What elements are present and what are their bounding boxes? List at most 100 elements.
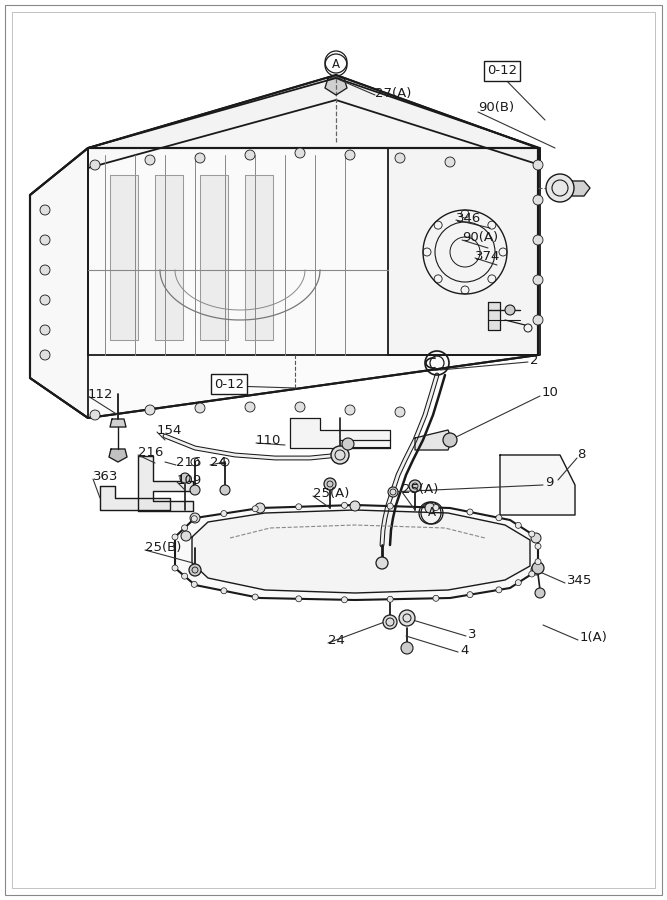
Circle shape xyxy=(342,502,348,508)
Circle shape xyxy=(252,594,258,600)
Circle shape xyxy=(90,410,100,420)
Circle shape xyxy=(295,148,305,158)
Circle shape xyxy=(40,350,50,360)
Circle shape xyxy=(433,505,439,510)
Circle shape xyxy=(40,205,50,215)
Circle shape xyxy=(195,403,205,413)
Text: 374: 374 xyxy=(475,249,500,263)
Circle shape xyxy=(533,160,543,170)
Circle shape xyxy=(324,478,336,490)
Polygon shape xyxy=(30,148,538,418)
Circle shape xyxy=(189,564,201,576)
Circle shape xyxy=(40,265,50,275)
Circle shape xyxy=(496,515,502,521)
Circle shape xyxy=(533,275,543,285)
Circle shape xyxy=(443,433,457,447)
Polygon shape xyxy=(325,78,347,95)
Polygon shape xyxy=(175,505,538,600)
Text: 216: 216 xyxy=(176,456,201,470)
Circle shape xyxy=(533,195,543,205)
Polygon shape xyxy=(200,175,228,340)
Circle shape xyxy=(531,565,541,575)
Text: 2: 2 xyxy=(530,354,538,366)
Text: A: A xyxy=(332,58,340,71)
Polygon shape xyxy=(500,455,575,515)
Circle shape xyxy=(195,153,205,163)
Circle shape xyxy=(535,588,545,598)
Circle shape xyxy=(433,595,439,601)
Circle shape xyxy=(40,295,50,305)
Circle shape xyxy=(529,571,535,577)
Polygon shape xyxy=(138,456,193,511)
Text: 154: 154 xyxy=(157,424,182,436)
Circle shape xyxy=(505,305,515,315)
Circle shape xyxy=(388,487,398,497)
Circle shape xyxy=(190,485,200,495)
Circle shape xyxy=(221,510,227,517)
Circle shape xyxy=(221,588,227,594)
Circle shape xyxy=(383,615,397,629)
Circle shape xyxy=(533,235,543,245)
Text: 25(A): 25(A) xyxy=(402,483,438,497)
Text: 25(A): 25(A) xyxy=(313,488,350,500)
Text: 345: 345 xyxy=(567,574,592,588)
Text: 25(B): 25(B) xyxy=(145,542,181,554)
Circle shape xyxy=(395,153,405,163)
Circle shape xyxy=(255,503,265,513)
Circle shape xyxy=(345,405,355,415)
Polygon shape xyxy=(415,430,452,450)
Circle shape xyxy=(531,533,541,543)
Circle shape xyxy=(425,503,435,513)
Text: 10: 10 xyxy=(542,386,559,400)
Polygon shape xyxy=(245,175,273,340)
Circle shape xyxy=(516,580,522,586)
Text: 216: 216 xyxy=(138,446,163,460)
Text: 112: 112 xyxy=(88,388,113,400)
Circle shape xyxy=(295,504,301,509)
Text: 90(A): 90(A) xyxy=(462,231,498,245)
Circle shape xyxy=(401,642,413,654)
Polygon shape xyxy=(109,449,127,462)
Circle shape xyxy=(295,402,305,412)
Circle shape xyxy=(90,160,100,170)
Text: 109: 109 xyxy=(177,473,202,487)
Text: 90(B): 90(B) xyxy=(478,102,514,114)
Circle shape xyxy=(40,325,50,335)
Text: 363: 363 xyxy=(93,471,118,483)
Text: 8: 8 xyxy=(577,448,586,462)
Text: 9: 9 xyxy=(545,475,554,489)
Polygon shape xyxy=(88,75,538,148)
Polygon shape xyxy=(110,419,126,427)
Circle shape xyxy=(535,559,541,564)
Circle shape xyxy=(516,522,522,528)
Circle shape xyxy=(535,544,541,549)
Circle shape xyxy=(529,531,535,537)
Circle shape xyxy=(40,235,50,245)
Text: 27(A): 27(A) xyxy=(375,86,412,100)
Circle shape xyxy=(331,446,349,464)
Polygon shape xyxy=(192,510,530,593)
Text: 0-12: 0-12 xyxy=(214,377,244,391)
Circle shape xyxy=(180,473,190,483)
Polygon shape xyxy=(155,175,183,340)
Circle shape xyxy=(181,525,187,531)
Circle shape xyxy=(191,516,197,522)
Circle shape xyxy=(145,155,155,165)
Circle shape xyxy=(467,509,473,515)
Text: 4: 4 xyxy=(460,644,468,656)
Polygon shape xyxy=(30,148,88,418)
Circle shape xyxy=(532,562,544,574)
Polygon shape xyxy=(100,486,170,510)
Polygon shape xyxy=(388,148,538,355)
Text: 3: 3 xyxy=(468,627,476,641)
Circle shape xyxy=(245,150,255,160)
Circle shape xyxy=(350,501,360,511)
Circle shape xyxy=(181,531,191,541)
Circle shape xyxy=(496,587,502,593)
Circle shape xyxy=(409,480,421,492)
Circle shape xyxy=(376,557,388,569)
Text: 24: 24 xyxy=(210,456,227,470)
Circle shape xyxy=(190,513,200,523)
Circle shape xyxy=(387,597,393,602)
Text: 0-12: 0-12 xyxy=(487,65,517,77)
